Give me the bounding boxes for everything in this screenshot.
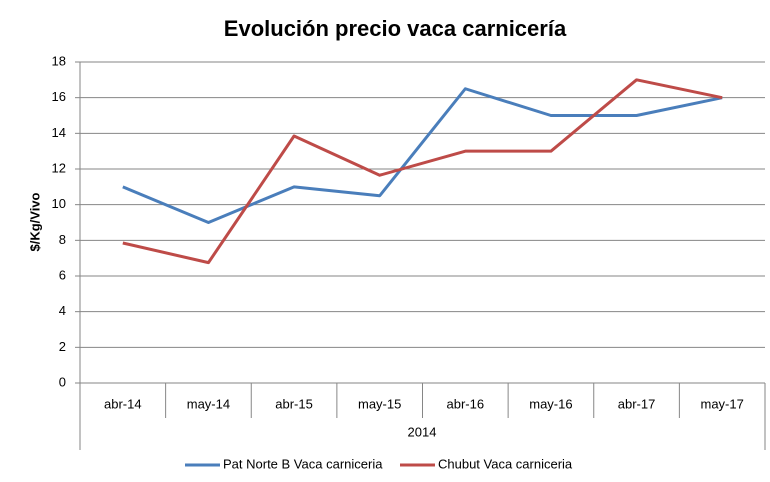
x-tick-label: abr-16 — [447, 396, 485, 411]
y-tick-label: 12 — [52, 160, 66, 175]
x-tick-label: abr-15 — [275, 396, 313, 411]
x-tick-label: may-17 — [701, 396, 744, 411]
y-axis-label: $/Kg/Vivo — [27, 192, 42, 251]
legend-label: Chubut Vaca carniceria — [438, 456, 573, 471]
x-group-label: 2014 — [408, 424, 437, 439]
y-tick-label: 18 — [52, 53, 66, 68]
y-tick-label: 14 — [52, 125, 66, 140]
y-tick-label: 6 — [59, 267, 66, 282]
line-series — [122, 87, 723, 224]
y-tick-label: 0 — [59, 374, 66, 389]
x-tick-label: may-15 — [358, 396, 401, 411]
y-tick-label: 2 — [59, 339, 66, 354]
y-tick-label: 8 — [59, 232, 66, 247]
x-tick-label: may-16 — [529, 396, 572, 411]
y-tick-label: 16 — [52, 89, 66, 104]
x-tick-label: abr-14 — [104, 396, 142, 411]
x-tick-label: may-14 — [187, 396, 230, 411]
legend-label: Pat Norte B Vaca carniceria — [223, 456, 383, 471]
y-tick-label: 4 — [59, 303, 66, 318]
y-tick-label: 10 — [52, 196, 66, 211]
line-series — [122, 78, 723, 265]
x-tick-label: abr-17 — [618, 396, 656, 411]
chart-title: Evolución precio vaca carnicería — [224, 16, 567, 41]
